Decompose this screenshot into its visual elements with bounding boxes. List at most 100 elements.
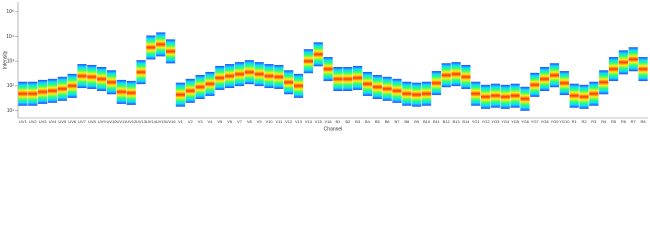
- density-band: [313, 42, 323, 67]
- density-band: [293, 73, 304, 98]
- density-band: [37, 79, 48, 104]
- x-tick-label: V5: [217, 119, 223, 124]
- density-band: [136, 60, 146, 85]
- x-tick-label: UV15: [156, 119, 167, 124]
- density-band: [215, 65, 225, 90]
- density-band: [87, 64, 97, 89]
- x-tick-label: YG8: [541, 119, 550, 124]
- x-tick-label: V12: [285, 119, 293, 124]
- x-tick-label: UV7: [78, 119, 87, 124]
- x-tick-label: YG10: [559, 119, 570, 124]
- density-band: [57, 76, 67, 101]
- x-tick-label: B10: [423, 119, 431, 124]
- density-band: [116, 79, 126, 104]
- density-band: [372, 75, 382, 100]
- x-tick-label: R1: [572, 119, 578, 124]
- density-band: [106, 70, 117, 95]
- x-tick-label: B6: [385, 119, 391, 124]
- density-band: [303, 49, 314, 74]
- x-tick-label: B3: [355, 119, 361, 124]
- density-band: [67, 73, 77, 98]
- x-tick-label: UV3: [39, 119, 48, 124]
- x-tick-label: B5: [375, 119, 381, 124]
- density-band: [608, 57, 619, 82]
- x-tick-label: UV2: [29, 119, 38, 124]
- density-band: [195, 75, 205, 100]
- x-tick-label: UV8: [88, 119, 97, 124]
- x-tick-label: YG3: [491, 119, 500, 124]
- density-band: [47, 78, 58, 103]
- x-tick-label: UV11: [117, 119, 127, 124]
- density-band: [421, 81, 432, 106]
- x-tick-label: V8: [247, 119, 253, 124]
- x-tick-label: V11: [275, 119, 283, 124]
- density-band: [579, 84, 589, 109]
- x-tick-label: UV16: [166, 119, 177, 124]
- y-axis-title: Intensity: [2, 50, 8, 69]
- x-tick-label: B8: [404, 119, 410, 124]
- density-band: [156, 32, 166, 57]
- x-tick-label: V1: [178, 119, 184, 124]
- x-tick-label: R5: [611, 119, 617, 124]
- density-band: [382, 76, 392, 101]
- x-tick-label: YG9: [550, 119, 559, 124]
- x-tick-label: B13: [452, 119, 460, 124]
- density-band: [284, 70, 294, 95]
- x-tick-label: UV1: [19, 119, 28, 124]
- x-tick-label: B7: [395, 119, 401, 124]
- x-tick-label: B4: [365, 119, 371, 124]
- x-tick-label: YG1: [472, 119, 481, 124]
- density-band: [490, 83, 501, 108]
- x-tick-label: R7: [631, 119, 637, 124]
- x-tick-label: V4: [208, 119, 214, 124]
- density-band: [28, 81, 38, 106]
- x-tick-label: UV9: [98, 119, 107, 124]
- x-tick-label: B12: [443, 119, 451, 124]
- x-tick-label: B9: [414, 119, 420, 124]
- density-band: [471, 81, 481, 106]
- x-tick-label: V3: [198, 119, 204, 124]
- x-tick-label: R6: [621, 119, 627, 124]
- density-band: [549, 63, 560, 88]
- density-band: [638, 57, 648, 82]
- density-band: [205, 71, 215, 96]
- density-band: [480, 84, 491, 109]
- x-tick-label: B1: [335, 119, 341, 124]
- x-tick-label: UV10: [107, 119, 118, 124]
- x-tick-label: UV13: [136, 119, 147, 124]
- density-band: [520, 86, 530, 111]
- x-tick-label: YG5: [511, 119, 520, 124]
- x-tick-label: UV6: [68, 119, 77, 124]
- density-band: [254, 62, 264, 87]
- density-band: [540, 67, 550, 92]
- density-band: [402, 81, 412, 106]
- density-band: [451, 62, 461, 87]
- density-band: [431, 71, 441, 96]
- density-band: [343, 67, 353, 92]
- density-band: [234, 62, 245, 87]
- x-tick-label: UV14: [146, 119, 157, 124]
- x-tick-label: YG7: [531, 119, 540, 124]
- x-tick-label: UV5: [58, 119, 67, 124]
- x-tick-label: V14: [305, 119, 313, 124]
- density-band: [18, 81, 28, 106]
- density-band: [461, 64, 471, 89]
- x-tick-label: YG6: [521, 119, 530, 124]
- density-band: [185, 78, 195, 103]
- x-tick-label: B2: [345, 119, 351, 124]
- density-band: [589, 81, 599, 106]
- density-band: [352, 65, 363, 90]
- x-tick-label: V9: [257, 119, 263, 124]
- x-tick-label: V13: [295, 119, 303, 124]
- density-band: [97, 67, 107, 92]
- density-band: [559, 71, 569, 96]
- y-tick-label: 10⁵: [6, 9, 14, 15]
- density-band: [628, 47, 638, 72]
- x-tick-label: UV4: [49, 119, 58, 124]
- density-band: [244, 60, 254, 85]
- density-band: [225, 64, 235, 89]
- y-tick-label: 10⁴: [6, 34, 14, 40]
- density-band: [441, 63, 451, 88]
- density-band: [530, 72, 540, 97]
- x-tick-label: V16: [325, 119, 333, 124]
